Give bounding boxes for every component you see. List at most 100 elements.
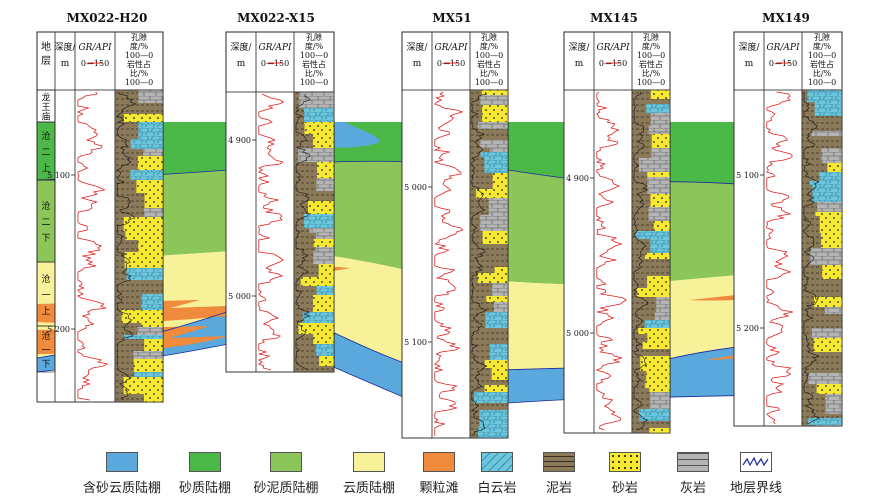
litho-bed (144, 193, 163, 208)
litho-bed (643, 99, 670, 104)
strat-unit-label-line: 王 (41, 102, 50, 113)
depth-label-line: 5 200 (47, 325, 70, 334)
litho-bed (138, 240, 163, 252)
litho-bed (315, 344, 334, 356)
litho-bed (480, 95, 508, 105)
porosity-header-line: 孔隙 (131, 32, 147, 42)
litho-bed (651, 148, 670, 158)
litho-bed (650, 194, 670, 207)
litho-bed (812, 185, 842, 202)
legend-item-sandstone: 砂岩 (575, 452, 675, 496)
litho-bed (807, 90, 842, 102)
litho-bed (817, 202, 842, 212)
legend-item-mudstone: 泥岩 (509, 452, 609, 496)
legend-item-sandy-shelf: 砂质陆棚 (155, 452, 255, 496)
depth-label: 5 100 (736, 171, 759, 180)
litho-bed (298, 323, 334, 334)
well-name: MX145 (590, 11, 638, 25)
litho-outline (631, 89, 671, 434)
gr-header: GR/API (78, 43, 112, 53)
litho-bed (479, 215, 508, 231)
well-name: MX51 (432, 11, 471, 25)
litho-bed (137, 327, 163, 335)
litho-bed (491, 368, 508, 380)
litho-bed (813, 338, 842, 352)
strat-unit-label-line: 下 (41, 234, 50, 244)
porosity-header-line: 100—0 (475, 51, 503, 60)
well-name-line: MX145 (590, 11, 638, 25)
litho-bed (476, 189, 508, 198)
litho-bed (812, 314, 842, 328)
litho-bed (491, 283, 508, 296)
litho-bed (648, 126, 670, 134)
litho-bed (133, 359, 163, 372)
litho-bed (121, 310, 163, 323)
porosity-header-line: 比/% (813, 68, 832, 78)
litho-bed (650, 90, 670, 99)
litho-bed (486, 296, 508, 302)
legend-item-formation-boundary: 地层界线 (706, 452, 806, 496)
litho-bed (650, 113, 670, 126)
well-name-line: MX022-H20 (67, 11, 148, 25)
depth-label-line: 5 000 (228, 292, 251, 301)
litho-bed (484, 385, 508, 392)
porosity-header-line: 100—0 (637, 78, 665, 87)
litho-bed (124, 335, 163, 339)
porosity-header-line: 100—0 (808, 51, 836, 60)
litho-outline (114, 89, 164, 403)
litho-bed (808, 414, 842, 418)
litho-bed (647, 172, 670, 177)
litho-bed (815, 212, 842, 216)
litho-bed (477, 273, 508, 283)
depth-label: 4 900 (228, 136, 251, 145)
well-name-line: MX149 (762, 11, 810, 25)
porosity-header-line: 比/% (130, 68, 149, 78)
litho-bed (125, 231, 163, 240)
litho-bed (490, 148, 508, 152)
litho-bed (488, 258, 508, 267)
litho-bed (143, 208, 163, 217)
porosity-header: 孔隙度/% 100—0 岩性占比/% 100—0 (637, 32, 665, 87)
gr-header-line: GR/API (596, 43, 630, 53)
strat-unit-label-line: 上 (41, 306, 50, 317)
depth-header-line: 深度/ (568, 41, 590, 53)
litho-bed (494, 267, 508, 273)
depth-header-line: m (575, 59, 584, 69)
litho-bed (646, 104, 670, 113)
porosity-header-line: 孔隙 (306, 32, 322, 42)
strat-unit-label: 龙王庙 (41, 92, 50, 123)
litho-bed (302, 312, 334, 323)
depth-header: 深度/m (738, 41, 760, 69)
litho-bed (810, 141, 842, 148)
depth-label: 5 200 (47, 325, 70, 334)
litho-bed (313, 239, 334, 247)
gr-header: GR/API (766, 43, 800, 53)
litho-bed (123, 377, 163, 394)
litho-bed (485, 312, 508, 328)
litho-bed (481, 90, 508, 95)
litho-bed (493, 328, 508, 344)
well-name: MX149 (762, 11, 810, 25)
strat-unit-label-line: 上 (41, 163, 50, 174)
strat-header: 地层 (41, 40, 51, 67)
gr-curve (595, 91, 627, 431)
porosity-header-line: 100—0 (808, 78, 836, 87)
depth-label-line: 4 900 (228, 136, 251, 145)
strat-unit-label-line: 沧 (41, 273, 50, 285)
legend-label: 灰岩 (679, 481, 706, 496)
litho-bed (480, 152, 508, 157)
well-name: MX022-X15 (237, 11, 315, 25)
porosity-header-line: 岩性占 (302, 59, 326, 69)
litho-bed (141, 294, 163, 310)
litho-bed (645, 380, 670, 388)
strat-header-line: 层 (41, 55, 51, 67)
legend-swatch (189, 452, 221, 472)
litho-bed (132, 280, 163, 287)
porosity-header-line: 100—0 (125, 78, 153, 87)
litho-bed (810, 248, 842, 265)
litho-bed (480, 129, 508, 140)
litho-bed (482, 231, 508, 244)
